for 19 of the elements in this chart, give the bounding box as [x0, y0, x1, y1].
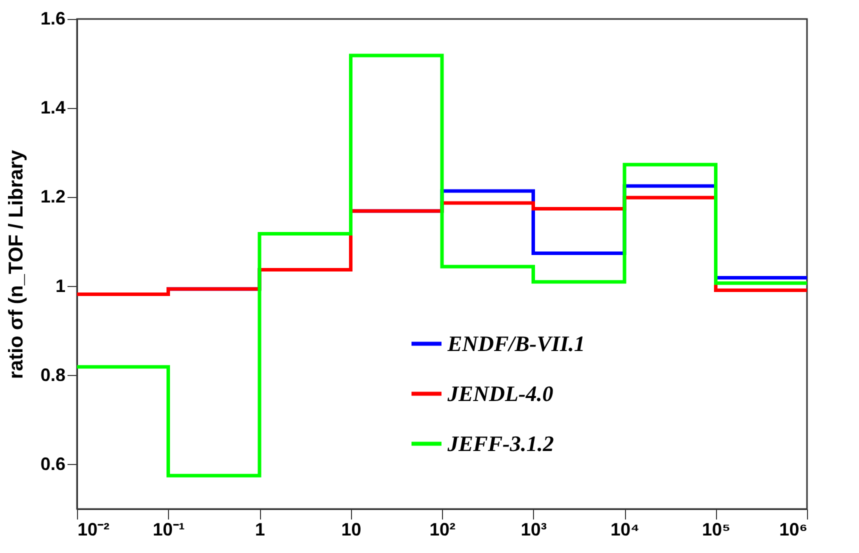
y-tick-label: 1.6: [40, 8, 66, 28]
x-tick-label: 10⁻¹: [152, 520, 185, 540]
y-tick-label: 1.4: [40, 98, 66, 118]
y-tick-label: 1: [55, 276, 66, 296]
y-tick-label: 0.8: [40, 364, 66, 385]
x-tick-label: 10²: [429, 520, 456, 540]
x-tick-label: 10⁶: [779, 520, 808, 540]
legend-label: JEFF-3.1.2: [446, 430, 554, 456]
x-tick-label: 10³: [520, 520, 547, 540]
x-tick-label: 10⁴: [610, 520, 640, 540]
x-tick-label: 10: [341, 520, 362, 540]
y-axis-title: ratio σf (n_TOF / Library: [5, 149, 28, 379]
y-tick-label: 0.6: [40, 454, 66, 474]
legend-label: JENDL-4.0: [446, 380, 554, 406]
y-tick-label: 1.2: [40, 186, 66, 207]
legend-label: ENDF/B-VII.1: [446, 330, 586, 356]
x-tick-label: 1: [254, 520, 266, 540]
x-tick-label: 10⁻²: [78, 520, 110, 540]
x-tick-label: 10⁵: [702, 520, 730, 540]
